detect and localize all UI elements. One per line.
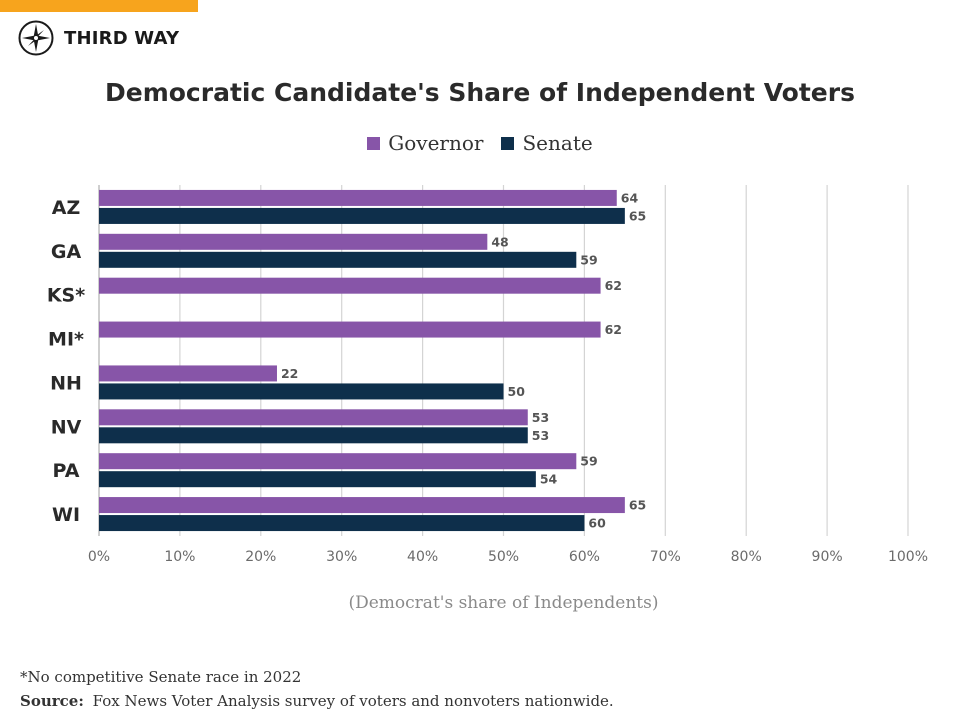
legend-item-governor: Governor	[367, 131, 483, 155]
data-label: 22	[281, 366, 298, 381]
x-tick-label: 50%	[488, 549, 519, 565]
category-label: KS*	[47, 285, 85, 307]
legend-item-senate: Senate	[501, 131, 593, 155]
bar-governor	[99, 409, 528, 426]
data-label: 62	[605, 322, 622, 337]
category-label: AZ	[52, 197, 80, 219]
category-label: NV	[51, 416, 82, 438]
data-label: 65	[629, 208, 646, 223]
data-label: 50	[508, 384, 526, 399]
bar-governor	[99, 233, 488, 250]
x-tick-label: 90%	[812, 549, 843, 565]
data-label: 54	[540, 472, 558, 487]
bar-senate	[99, 251, 577, 268]
footnote: *No competitive Senate race in 2022	[20, 668, 302, 686]
legend-swatch-senate	[501, 136, 515, 150]
x-tick-label: 80%	[731, 549, 762, 565]
bar-governor	[99, 365, 277, 382]
source-label: Source:	[20, 692, 84, 710]
data-label: 65	[629, 498, 646, 513]
bar-governor	[99, 321, 601, 338]
data-label: 60	[588, 516, 606, 531]
bar-senate	[99, 383, 504, 400]
data-label: 48	[491, 234, 508, 249]
data-label: 62	[605, 278, 622, 293]
x-tick-label: 70%	[650, 549, 681, 565]
bar-senate	[99, 515, 585, 532]
bar-governor	[99, 497, 625, 514]
brand-accent-bar	[0, 0, 198, 12]
source-text: Fox News Voter Analysis survey of voters…	[92, 692, 614, 710]
bar-governor	[99, 453, 577, 470]
data-label: 64	[621, 190, 639, 205]
category-label: WI	[52, 504, 80, 526]
chart-legend: Governor Senate	[0, 131, 960, 155]
data-label: 59	[580, 252, 597, 267]
x-tick-label: 60%	[569, 549, 600, 565]
data-label: 53	[532, 410, 549, 425]
x-tick-label: 100%	[888, 549, 928, 565]
category-label: MI*	[48, 329, 84, 351]
legend-swatch-governor	[367, 136, 381, 150]
x-axis-title: (Democrat's share of Independents)	[348, 593, 658, 613]
bar-governor	[99, 277, 601, 294]
chart-title: Democratic Candidate's Share of Independ…	[105, 78, 855, 107]
compass-star-icon	[18, 20, 54, 56]
x-tick-label: 10%	[164, 549, 195, 565]
legend-label-senate: Senate	[522, 131, 593, 155]
x-tick-label: 20%	[245, 549, 276, 565]
data-label: 53	[532, 428, 549, 443]
bar-governor	[99, 189, 617, 206]
category-label: PA	[53, 460, 80, 482]
data-label: 59	[580, 454, 597, 469]
brand-header: THIRD WAY	[18, 20, 179, 56]
x-tick-label: 30%	[326, 549, 357, 565]
bar-senate	[99, 427, 528, 444]
bar-senate	[99, 207, 625, 224]
legend-label-governor: Governor	[388, 131, 484, 155]
x-tick-label: 0%	[88, 549, 110, 565]
source-note: Source: Fox News Voter Analysis survey o…	[20, 692, 614, 710]
bar-senate	[99, 471, 536, 488]
category-label: GA	[51, 241, 82, 263]
category-label: NH	[50, 372, 82, 394]
brand-name: THIRD WAY	[64, 27, 180, 49]
bar-chart: 0% 10% 20% 30% 40% 50% 60% 70% 80% 90% 100% AZ 64 65 G…	[47, 185, 928, 613]
x-tick-label: 40%	[407, 549, 438, 565]
